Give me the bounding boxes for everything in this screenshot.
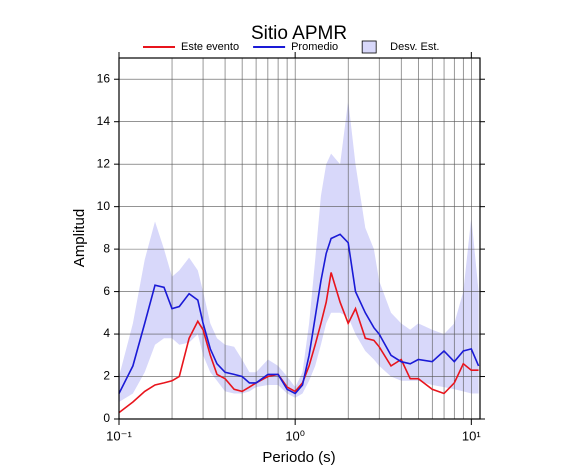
- legend-label: Desv. Est.: [390, 41, 439, 53]
- plot-frame: [118, 57, 481, 420]
- y-tick-label: 4: [103, 326, 110, 340]
- std-band: [119, 100, 479, 402]
- legend-swatch: [361, 40, 377, 54]
- legend-label: Promedio: [291, 41, 338, 53]
- y-tick-label: 2: [103, 369, 110, 383]
- y-tick-label: 14: [97, 114, 111, 128]
- y-axis-label: Amplitud: [71, 209, 88, 267]
- y-tick-label: 6: [103, 284, 110, 298]
- y-tick-label: 8: [103, 241, 110, 255]
- y-tick-label: 16: [97, 71, 111, 85]
- x-axis-label: Periodo (s): [262, 449, 335, 466]
- y-tick-label: 12: [97, 156, 111, 170]
- series-line: [118, 233, 480, 395]
- y-tick-label: 0: [103, 411, 110, 425]
- x-tick-label: 10⁻¹: [106, 428, 132, 443]
- chart-title: Sitio APMR: [251, 23, 347, 44]
- x-tick-label: 10¹: [462, 428, 481, 443]
- x-tick-label: 10⁰: [285, 428, 305, 443]
- legend-label: Este evento: [181, 41, 239, 53]
- y-tick-label: 10: [97, 199, 111, 213]
